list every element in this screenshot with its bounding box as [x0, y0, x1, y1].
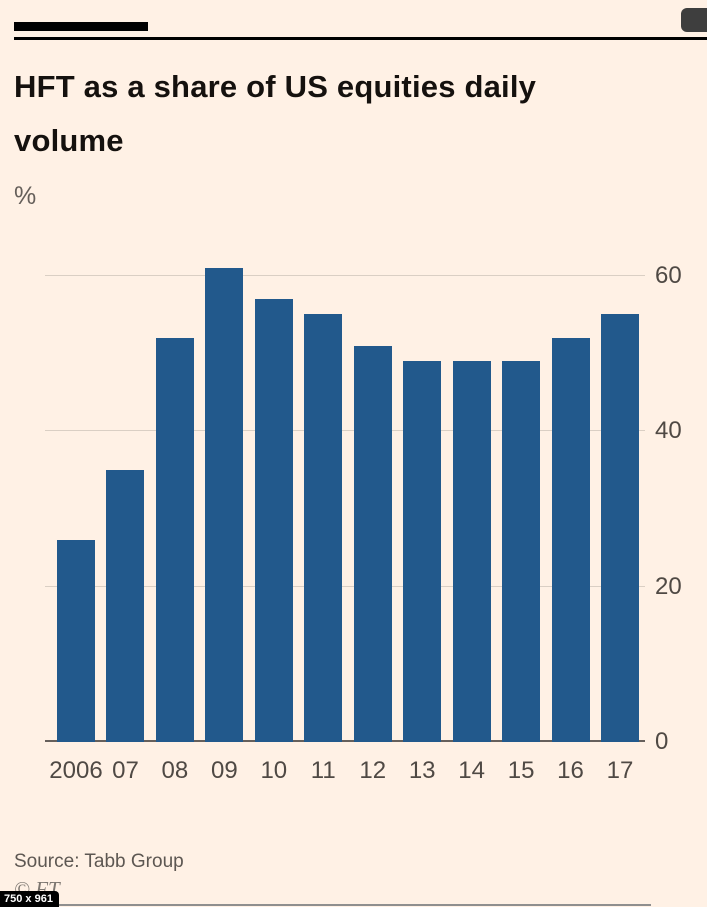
bar-column: 09 [205, 260, 244, 784]
bar-column: 14 [452, 260, 491, 784]
bar [403, 361, 442, 742]
y-tick-label: 40 [655, 417, 682, 445]
bottom-divider [57, 904, 651, 906]
bar [551, 337, 590, 742]
bar [106, 469, 145, 742]
chart-title: HFT as a share of US equities daily volu… [14, 69, 537, 158]
bar [254, 298, 293, 742]
gridline [45, 585, 645, 587]
x-tick-label: 11 [310, 757, 336, 784]
bar-column: 16 [551, 260, 590, 784]
y-tick-label: 20 [655, 572, 682, 600]
y-axis-unit-label: % [14, 182, 37, 210]
plot-area: 2006 07 08 09 10 11 12 13 14 15 16 17 [45, 260, 645, 784]
y-tick-label: 0 [655, 728, 669, 755]
bar-column: 2006 [49, 260, 103, 784]
bar [502, 361, 541, 742]
x-tick-label: 08 [161, 757, 189, 784]
bar [155, 337, 194, 742]
bar-column: 07 [106, 260, 145, 784]
source-label: Source: Tabb Group [14, 851, 184, 872]
bar [600, 314, 639, 742]
x-tick-label: 15 [507, 757, 535, 784]
bar-column: 15 [502, 260, 541, 784]
bar [452, 361, 491, 742]
x-tick-label: 16 [557, 757, 584, 784]
x-tick-label: 17 [606, 757, 634, 784]
bar-column: 12 [353, 260, 392, 784]
gridline [45, 274, 645, 276]
x-tick-label: 14 [458, 757, 485, 784]
title-accent-bar [14, 22, 148, 31]
x-tick-label: 12 [359, 757, 387, 784]
bar-column: 17 [600, 260, 639, 784]
x-tick-label: 07 [112, 757, 139, 784]
bar-column: 13 [403, 260, 442, 784]
image-dimension-badge: 750 x 961 [0, 891, 59, 907]
bar-column: 11 [304, 260, 343, 784]
bar-column: 08 [155, 260, 194, 784]
bar [205, 267, 244, 742]
bars: 2006 07 08 09 10 11 12 13 14 15 16 17 [49, 260, 639, 784]
y-axis-labels: 0 20 40 60 [655, 260, 705, 755]
y-tick-label: 60 [655, 261, 682, 289]
x-tick-label: 2006 [49, 757, 103, 784]
bar [353, 345, 392, 742]
x-tick-label: 09 [211, 757, 238, 784]
gridline [45, 430, 645, 432]
x-axis-baseline [45, 740, 645, 742]
bar [304, 314, 343, 742]
x-tick-label: 13 [408, 757, 436, 784]
bar-column: 10 [254, 260, 293, 784]
overlay-corner-button[interactable] [681, 8, 707, 32]
x-tick-label: 10 [260, 757, 288, 784]
header-rule [14, 37, 707, 40]
bar [57, 539, 95, 742]
